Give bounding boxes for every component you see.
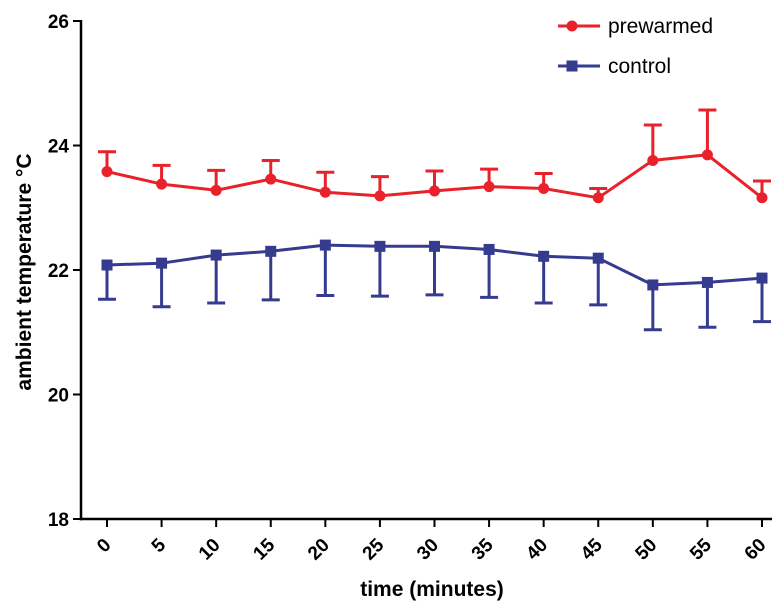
data-point xyxy=(483,181,495,193)
legend-marker xyxy=(566,20,578,32)
x-tick-label: 25 xyxy=(359,534,389,564)
x-tick-label: 40 xyxy=(522,535,552,565)
y-tick-label: 22 xyxy=(48,261,69,282)
x-tick-label: 55 xyxy=(686,534,716,564)
x-tick-label: 5 xyxy=(148,534,171,557)
legend-label: control xyxy=(608,55,671,78)
data-point xyxy=(483,243,495,255)
x-tick-label: 45 xyxy=(577,534,607,564)
legend-item-control: control xyxy=(558,55,671,78)
data-point xyxy=(265,245,277,257)
data-point xyxy=(101,259,113,271)
x-tick-label: 50 xyxy=(632,535,662,565)
x-axis-title: time (minutes) xyxy=(360,578,504,601)
x-tick-label: 35 xyxy=(468,534,498,564)
series-control xyxy=(98,239,771,332)
series-layer xyxy=(98,108,771,332)
data-point xyxy=(756,192,768,204)
legend-item-prewarmed: prewarmed xyxy=(558,15,713,38)
data-point xyxy=(210,184,222,196)
data-point xyxy=(374,190,386,202)
axes: 18 20 22 24 26 0 5 10 15 20 25 30 35 40 45 50 55 60 xyxy=(48,12,772,564)
data-point xyxy=(156,178,168,190)
series-prewarmed xyxy=(98,108,771,204)
data-point xyxy=(429,185,440,197)
data-point xyxy=(319,186,331,198)
y-tick-label: 20 xyxy=(48,386,69,407)
x-tick-label: 10 xyxy=(195,535,225,565)
data-point xyxy=(265,173,277,185)
data-point xyxy=(647,154,659,166)
y-tick-label: 18 xyxy=(48,510,69,531)
data-point xyxy=(701,276,713,288)
y-tick-label: 24 xyxy=(48,137,70,158)
x-tick-label: 20 xyxy=(304,535,334,565)
data-point xyxy=(756,272,768,284)
x-tick-label: 15 xyxy=(249,534,279,564)
legend: prewarmed control xyxy=(558,15,713,78)
data-point xyxy=(538,182,550,194)
data-point xyxy=(701,149,713,161)
x-tick-label: 0 xyxy=(93,535,115,557)
data-point xyxy=(592,192,604,204)
data-point xyxy=(101,166,113,178)
data-point xyxy=(210,249,222,261)
data-point xyxy=(647,279,659,291)
x-tick-label: 30 xyxy=(413,535,443,565)
legend-marker xyxy=(566,60,578,72)
legend-label: prewarmed xyxy=(608,15,713,38)
data-point xyxy=(374,240,386,252)
y-tick-label: 26 xyxy=(48,12,69,33)
x-tick-label: 60 xyxy=(741,535,771,565)
data-point xyxy=(319,239,331,251)
y-axis-title: ambient temperature °C xyxy=(13,153,36,390)
data-point xyxy=(429,240,440,252)
data-point xyxy=(156,257,168,269)
data-point xyxy=(592,252,604,264)
data-point xyxy=(538,250,550,262)
